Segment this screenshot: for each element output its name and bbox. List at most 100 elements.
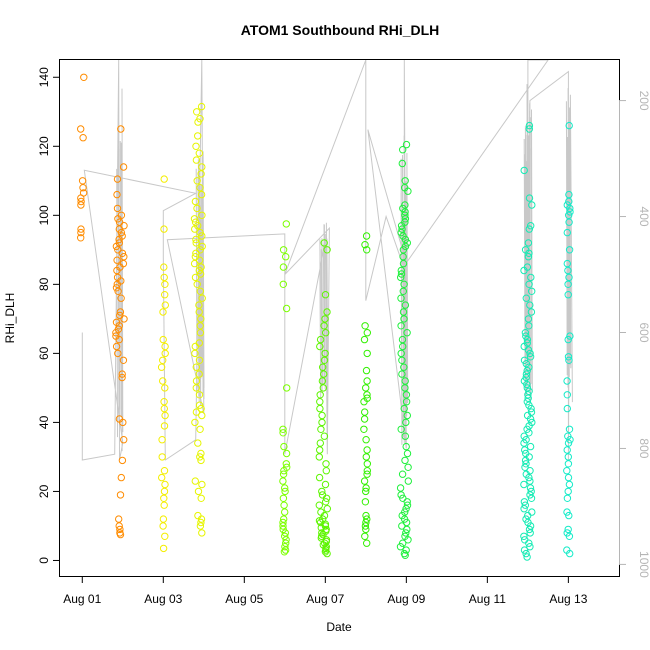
data-point <box>566 549 574 558</box>
data-point <box>77 125 85 133</box>
data-point <box>118 456 127 465</box>
data-point <box>565 190 573 199</box>
data-point <box>563 467 571 475</box>
data-point <box>525 387 533 395</box>
data-point <box>362 232 371 240</box>
right-tick-label: 400 <box>637 207 650 227</box>
data-point <box>195 301 203 309</box>
series-2 <box>157 175 170 553</box>
x-axis: Aug 01 Aug 03 Aug 05 Aug 07 Aug 09 Aug 11 Aug … <box>63 576 588 606</box>
data-point <box>403 411 411 420</box>
data-point <box>398 356 406 364</box>
data-point <box>525 249 533 258</box>
data-point <box>194 132 202 140</box>
data-point <box>520 498 529 506</box>
data-point <box>119 163 128 171</box>
data-point <box>197 315 205 323</box>
data-point <box>113 204 122 213</box>
data-point <box>566 332 574 340</box>
data-point <box>320 370 328 378</box>
data-point <box>323 246 331 254</box>
data-point <box>401 551 409 559</box>
data-point <box>280 442 288 451</box>
data-point <box>403 449 412 458</box>
data-point <box>403 329 411 337</box>
data-point <box>197 494 205 502</box>
data-point <box>399 308 408 316</box>
y-tick-label: 80 <box>37 277 51 291</box>
right-pressure-axis: 200 400 600 800 1000 <box>619 91 650 578</box>
data-point <box>193 280 201 288</box>
data-point <box>197 449 205 458</box>
data-point <box>522 549 530 558</box>
data-point <box>117 125 125 133</box>
data-point <box>316 404 324 413</box>
x-tick-label: Aug 01 <box>63 592 101 606</box>
data-point <box>563 391 571 399</box>
data-point <box>160 494 168 502</box>
data-point <box>323 549 331 558</box>
data-point <box>363 391 371 399</box>
data-point <box>116 491 125 499</box>
data-point <box>403 498 411 506</box>
data-point <box>524 315 533 323</box>
data-point <box>361 532 369 540</box>
data-point <box>159 544 168 553</box>
data-point <box>361 522 370 530</box>
data-point <box>280 467 288 475</box>
data-point <box>197 102 206 111</box>
data-point <box>279 470 288 478</box>
data-point <box>316 518 325 527</box>
data-points-layer <box>77 73 574 561</box>
data-point <box>565 532 574 540</box>
data-point <box>192 363 201 371</box>
data-point <box>197 518 205 527</box>
y-tick-label: 100 <box>37 205 51 225</box>
data-point <box>563 508 571 516</box>
data-point <box>192 377 201 385</box>
data-point <box>526 529 534 537</box>
data-point <box>524 239 533 247</box>
data-point <box>160 487 169 496</box>
data-point <box>197 170 205 178</box>
data-point <box>363 349 371 358</box>
data-point <box>316 391 324 399</box>
data-point <box>158 473 166 482</box>
data-point <box>112 284 121 292</box>
series-8 <box>520 121 536 561</box>
data-point <box>115 235 123 244</box>
data-point <box>397 349 405 358</box>
data-point <box>522 332 530 340</box>
x-tick-label: Aug 11 <box>469 592 506 606</box>
data-point <box>192 235 200 244</box>
data-point <box>78 177 87 185</box>
data-point <box>520 532 528 540</box>
data-point <box>191 197 200 206</box>
data-point <box>403 525 411 534</box>
data-point <box>116 308 125 316</box>
data-point <box>522 294 530 302</box>
plot-frame <box>59 59 620 577</box>
data-point <box>564 460 573 468</box>
data-point <box>363 460 371 468</box>
data-point <box>362 436 370 444</box>
data-point <box>565 273 573 282</box>
data-point <box>195 149 204 157</box>
data-point <box>524 391 532 399</box>
data-point <box>526 301 534 309</box>
data-point <box>191 273 200 282</box>
data-point <box>279 425 287 433</box>
y-tick-label: 120 <box>37 136 51 156</box>
data-point <box>158 436 166 444</box>
data-point <box>403 239 411 247</box>
data-point <box>398 370 406 378</box>
data-point <box>281 532 289 540</box>
series-4 <box>279 220 291 556</box>
x-tick-label: Aug 05 <box>225 592 263 606</box>
data-point <box>191 342 200 351</box>
data-point <box>281 546 290 554</box>
data-point <box>194 439 202 447</box>
data-point <box>566 208 574 216</box>
data-point <box>526 415 535 423</box>
data-point <box>397 425 405 433</box>
